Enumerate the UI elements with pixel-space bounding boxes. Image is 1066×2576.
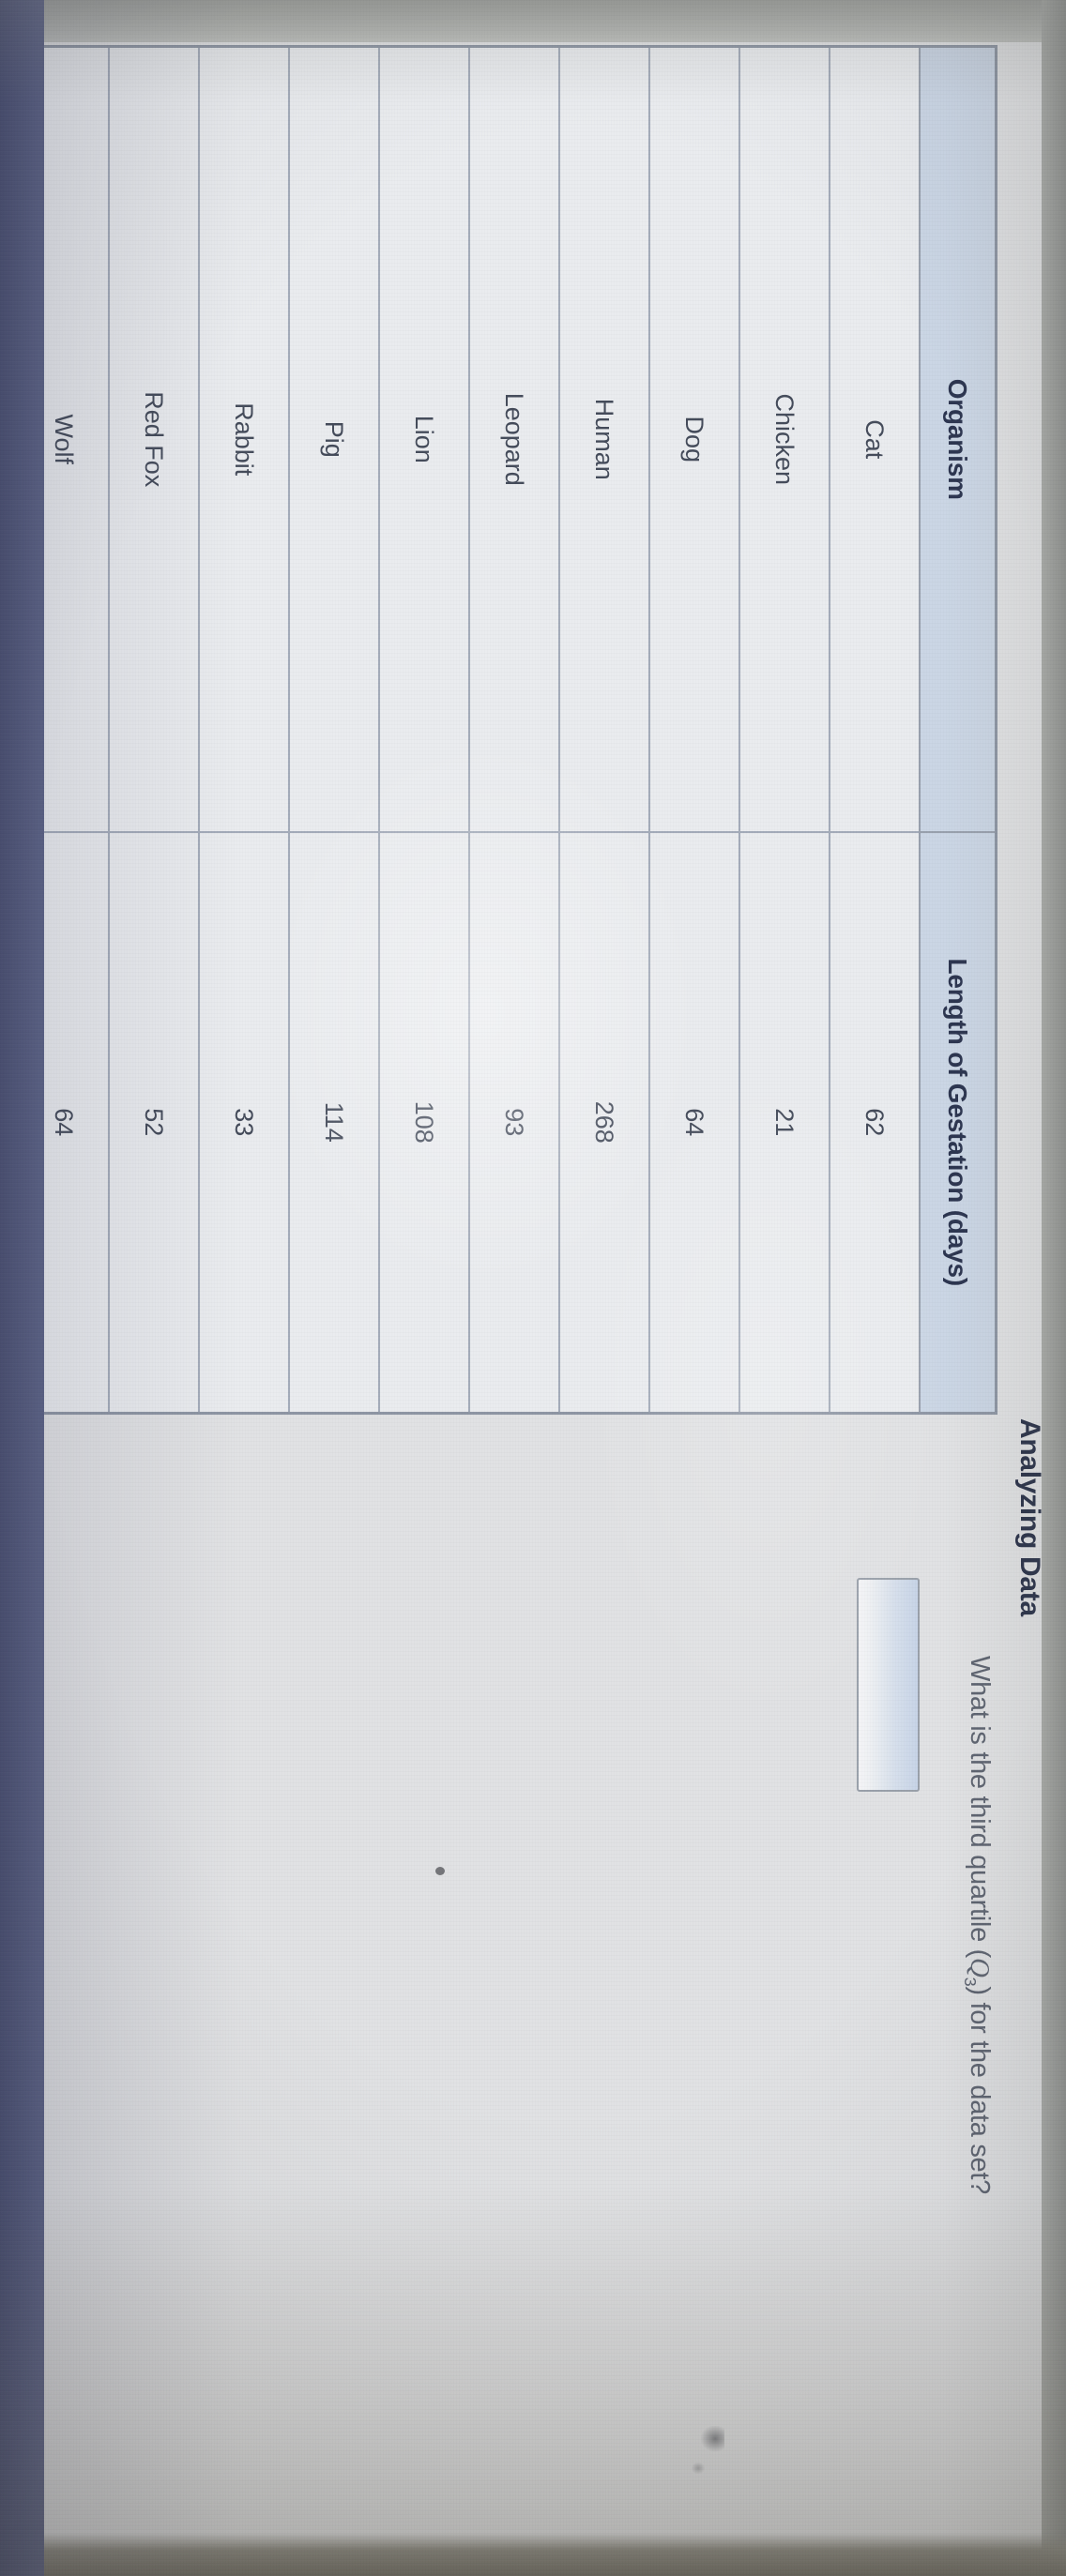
smudge-mark bbox=[698, 2426, 724, 2454]
organism-cell: Red Fox bbox=[109, 46, 199, 832]
days-cell: 114 bbox=[289, 831, 379, 1414]
organism-cell: Pig bbox=[289, 46, 379, 832]
data-table: Organism Length of Gestation (days) Cat … bbox=[17, 45, 997, 1415]
table-header-row: Organism Length of Gestation (days) bbox=[920, 46, 997, 1414]
days-cell: 21 bbox=[739, 831, 830, 1414]
q-symbol: Q bbox=[965, 1958, 995, 1977]
table-row: Cat 62 bbox=[830, 46, 920, 1414]
organism-cell: Leopard bbox=[469, 46, 559, 832]
page-title: Analyzing Data bbox=[1014, 1418, 1045, 1616]
question-prefix: What is the third quartile ( bbox=[965, 1656, 995, 1959]
answer-input[interactable] bbox=[857, 1578, 920, 1792]
table-row: Lion 108 bbox=[379, 46, 469, 1414]
table-row: Pig 114 bbox=[289, 46, 379, 1414]
table-row: Chicken 21 bbox=[739, 46, 830, 1414]
header-cell-organism: Organism bbox=[920, 46, 997, 832]
header-cell-length: Length of Gestation (days) bbox=[920, 831, 997, 1414]
table-row: Human 268 bbox=[559, 46, 649, 1414]
smudge-tail-mark bbox=[691, 2462, 706, 2475]
q-subscript: 3 bbox=[961, 1977, 981, 1987]
days-cell: 268 bbox=[559, 831, 649, 1414]
organism-cell: Chicken bbox=[739, 46, 830, 832]
table-row: Dog 64 bbox=[649, 46, 739, 1414]
table-row: Red Fox 52 bbox=[109, 46, 199, 1414]
days-cell: 93 bbox=[469, 831, 559, 1414]
days-cell: 108 bbox=[379, 831, 469, 1414]
photo-edge-left bbox=[0, 0, 1066, 42]
question-text: What is the third quartile (Q3) for the … bbox=[960, 1656, 995, 2194]
organism-cell: Cat bbox=[830, 46, 920, 832]
photo-edge-bottom bbox=[0, 0, 44, 2576]
days-cell: 33 bbox=[199, 831, 289, 1414]
photo-edge-right bbox=[0, 2533, 1066, 2576]
photo-edge-top bbox=[1042, 0, 1066, 2576]
table-row: Leopard 93 bbox=[469, 46, 559, 1414]
dust-speck bbox=[435, 1867, 445, 1875]
table-row: Rabbit 33 bbox=[199, 46, 289, 1414]
question-suffix: ) for the data set? bbox=[965, 1986, 995, 2194]
days-cell: 64 bbox=[649, 831, 739, 1414]
days-cell: 52 bbox=[109, 831, 199, 1414]
organism-cell: Lion bbox=[379, 46, 469, 832]
days-cell: 62 bbox=[830, 831, 920, 1414]
organism-cell: Rabbit bbox=[199, 46, 289, 832]
organism-cell: Dog bbox=[649, 46, 739, 832]
organism-cell: Human bbox=[559, 46, 649, 832]
